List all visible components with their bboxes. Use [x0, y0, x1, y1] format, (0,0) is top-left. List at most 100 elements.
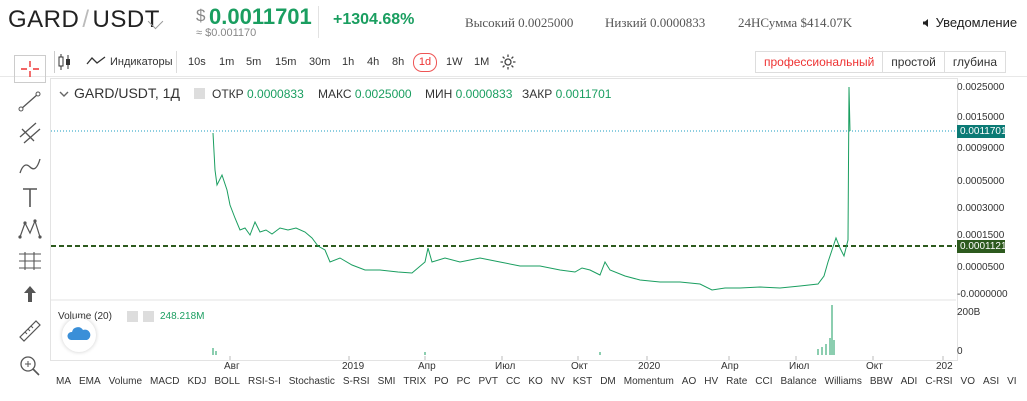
indicator-item[interactable]: Williams: [824, 376, 862, 387]
indicator-item[interactable]: EMA: [79, 376, 101, 387]
legend-close: ЗАКР 0.0011701: [522, 87, 612, 101]
text-tool[interactable]: [14, 185, 46, 211]
interval-1d[interactable]: 1d: [413, 53, 437, 72]
arrow-up-icon: [24, 286, 36, 302]
indicator-item[interactable]: CC: [505, 376, 521, 387]
interval-1mo[interactable]: 1M: [474, 56, 490, 68]
settings-button[interactable]: [499, 53, 517, 76]
interval-1w[interactable]: 1W: [446, 56, 463, 68]
indicator-item[interactable]: Volume: [108, 376, 143, 387]
indicator-item[interactable]: NV: [550, 376, 565, 387]
cloud-icon: [67, 327, 91, 340]
volume-24h-stat: 24HСумма $414.07K: [738, 15, 853, 30]
indicator-item[interactable]: Momentum: [623, 376, 674, 387]
price-axis-label: 0.0025000: [957, 82, 1005, 93]
indicators-bar: MA EMA Volume MACD KDJ BOLL RSI-S-I Stochastic S…: [56, 376, 1025, 387]
indicator-item[interactable]: TRIX: [403, 376, 427, 387]
pattern-icon: [18, 219, 42, 239]
price-converted: ≈ $0.001170: [196, 27, 257, 39]
candlestick-icon: [58, 54, 70, 70]
indicator-item[interactable]: PVT: [478, 376, 498, 387]
indicator-item[interactable]: Balance: [780, 376, 817, 387]
mode-professional[interactable]: профессиональный: [756, 52, 884, 72]
last-price: 0.0011701: [209, 4, 312, 29]
parallel-lines-icon: [19, 122, 41, 144]
alert-label: Уведомление: [935, 15, 1018, 30]
volume-close-icon[interactable]: [143, 311, 154, 322]
indicator-item[interactable]: C-RSI: [925, 376, 953, 387]
parallel-channel-tool[interactable]: [14, 121, 46, 147]
interval-4h[interactable]: 4h: [367, 56, 380, 68]
legend-low: МИН 0.0000833: [425, 87, 513, 101]
indicator-item[interactable]: KDJ: [187, 376, 207, 387]
indicator-item[interactable]: BBW: [869, 376, 893, 387]
indicator-item[interactable]: Rate: [726, 376, 748, 387]
indicator-item[interactable]: HV: [704, 376, 719, 387]
price-axis-label: 0.0003000: [957, 203, 1005, 214]
indicator-item[interactable]: CCI: [755, 376, 773, 387]
indicator-item[interactable]: MA: [56, 376, 71, 387]
volume-bars: [212, 305, 835, 355]
mode-simple[interactable]: простой: [883, 52, 945, 72]
interval-1m[interactable]: 1m: [219, 56, 235, 68]
ruler-tool[interactable]: [14, 317, 46, 343]
price-axis-label: 0.0005000: [957, 176, 1005, 187]
indicator-item[interactable]: PO: [434, 376, 449, 387]
mode-depth[interactable]: глубина: [952, 55, 998, 69]
indicators-label[interactable]: Индикаторы: [110, 56, 173, 68]
x-axis-label: Авг: [224, 361, 240, 372]
brush-tool[interactable]: [14, 153, 46, 179]
indicator-item[interactable]: ASI: [983, 376, 1000, 387]
volume-value: 248.218M: [160, 311, 205, 322]
scroll-up-tool[interactable]: [14, 281, 46, 307]
indicator-item[interactable]: VI: [1007, 376, 1017, 387]
alert-button[interactable]: Уведомление: [922, 15, 1017, 30]
crosshair-tool[interactable]: [14, 55, 46, 83]
ruler-icon: [19, 320, 41, 342]
x-axis-label: Июл: [789, 361, 810, 372]
pattern-tool[interactable]: [14, 217, 46, 243]
pair-title[interactable]: GARD / USDT: [8, 6, 160, 33]
pair-quote: USDT: [92, 6, 160, 33]
indicator-item[interactable]: KST: [572, 376, 593, 387]
indicator-item[interactable]: BOLL: [214, 376, 240, 387]
interval-30m[interactable]: 30m: [309, 56, 331, 68]
legend-high: МАКС 0.0025000: [318, 87, 412, 101]
indicator-item[interactable]: KO: [528, 376, 543, 387]
trendline-tool[interactable]: [14, 89, 46, 115]
interval-15m[interactable]: 15m: [275, 56, 297, 68]
interval-5m[interactable]: 5m: [246, 56, 262, 68]
chart-area[interactable]: [50, 78, 958, 361]
fibonacci-icon: [19, 252, 41, 270]
volume-label: Volume (20): [58, 311, 112, 322]
header-divider: [318, 6, 319, 38]
legend-settings-icon[interactable]: [194, 88, 205, 99]
indicator-item[interactable]: S-RSI: [342, 376, 370, 387]
indicator-item[interactable]: PC: [456, 376, 471, 387]
indicator-item[interactable]: SMI: [377, 376, 396, 387]
indicator-item[interactable]: MACD: [150, 376, 180, 387]
indicators-button[interactable]: [86, 54, 106, 73]
volume-axis-zero: 0: [957, 346, 963, 357]
x-axis-label: Апр: [418, 361, 436, 372]
interval-1h[interactable]: 1h: [342, 56, 355, 68]
interval-8h[interactable]: 8h: [392, 56, 405, 68]
zoom-tool[interactable]: [14, 353, 46, 379]
indicator-item[interactable]: Stochastic: [288, 376, 335, 387]
indicator-item[interactable]: DM: [600, 376, 616, 387]
collapse-legend-icon[interactable]: [57, 87, 71, 101]
cloud-button[interactable]: [62, 318, 96, 352]
indicator-item[interactable]: AO: [681, 376, 697, 387]
x-axis-label: 2019: [342, 361, 365, 372]
text-icon: [23, 188, 37, 207]
crosshair-icon: [21, 61, 39, 77]
indicator-item[interactable]: ADI: [900, 376, 918, 387]
price-change: +1304.68%: [333, 11, 415, 28]
volume-settings-icon[interactable]: [127, 311, 138, 322]
fibonacci-tool[interactable]: [14, 249, 46, 275]
indicator-item[interactable]: VO: [960, 376, 975, 387]
indicator-item[interactable]: RSI-S-I: [247, 376, 281, 387]
interval-10s[interactable]: 10s: [188, 56, 206, 68]
candle-type-button[interactable]: [58, 53, 72, 76]
